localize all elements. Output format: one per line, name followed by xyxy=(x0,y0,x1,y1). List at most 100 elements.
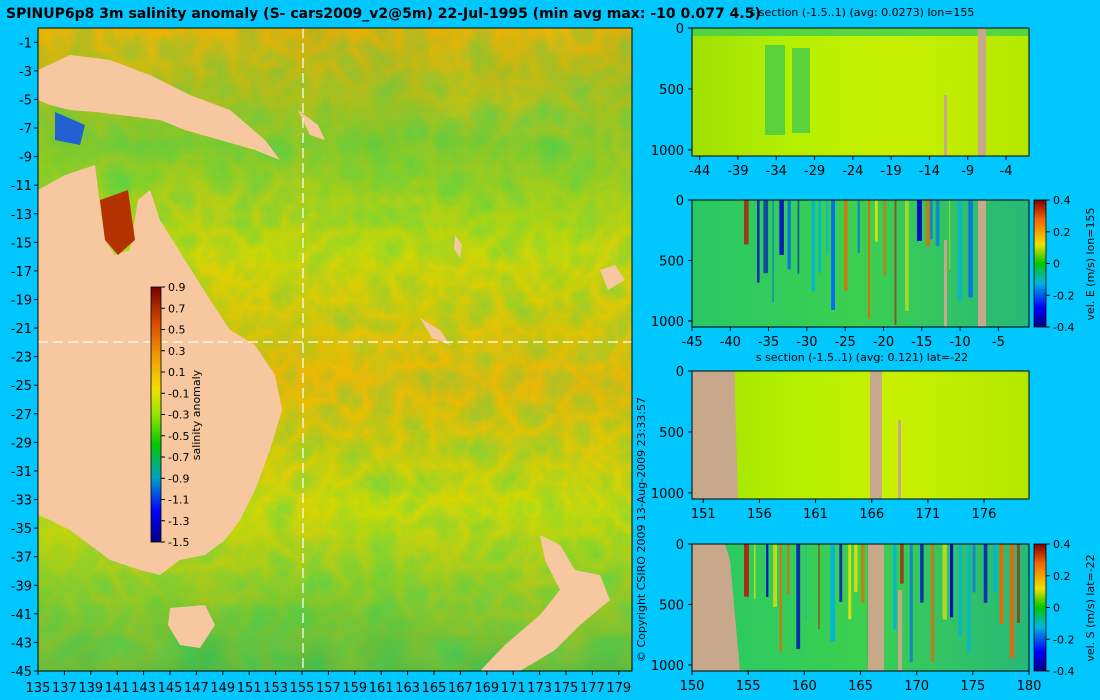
land-vanuatu xyxy=(454,235,462,258)
velocity-jet xyxy=(805,544,807,621)
map-y-tick-label: -5 xyxy=(19,93,32,108)
velocity-jet xyxy=(957,200,963,301)
panel-x-tick-label: -34 xyxy=(766,164,787,179)
panel-x-tick-label: -19 xyxy=(881,164,902,179)
land-new-zealand xyxy=(480,535,610,671)
map-y-tick-label: -19 xyxy=(11,293,32,308)
panel-x-tick-label: -45 xyxy=(681,335,702,350)
panel-4-colorbar xyxy=(1033,543,1047,672)
velocity-jet xyxy=(811,200,816,292)
panel-x-tick-label: 171 xyxy=(915,507,940,522)
map-y-tick-label: -9 xyxy=(19,151,32,166)
map-y-tick-label: -21 xyxy=(11,322,32,337)
salinity-cb-tick-label: -0.5 xyxy=(168,430,189,443)
panel-y-tick-label: 1000 xyxy=(651,487,684,502)
map-x-tick-label: 171 xyxy=(501,681,526,696)
map-y-tick-label: -23 xyxy=(11,351,32,366)
velocity-jet xyxy=(853,544,858,592)
vel-cb-tick-label: 0.2 xyxy=(1053,226,1071,239)
panel-x-tick-label: 170 xyxy=(904,679,929,694)
panel-3-seabed xyxy=(870,371,882,499)
velocity-jet xyxy=(942,544,947,620)
velocity-jet xyxy=(857,200,860,253)
salinity-map-panel: 135 137 139 141 143 145 147 149 151 153 155 157 159 1… xyxy=(11,27,633,696)
panel-4-colorbar-label: vel. S (m/s) lat=-22 xyxy=(1084,554,1097,661)
panel-y-tick-label: 0 xyxy=(676,365,684,380)
panel-4-shelf xyxy=(692,544,740,671)
velocity-jet xyxy=(779,200,784,255)
panel-2-velocity-jets xyxy=(744,200,973,325)
salinity-cb-tick-label: 0.5 xyxy=(168,324,186,337)
map-x-tick-label: 179 xyxy=(606,681,631,696)
salinity-colorbar-ticks: 0.9 0.7 0.5 0.3 0.1 -0.1 -0.3 -0.5 -0.7 -0.9 -1.1 -… xyxy=(161,281,189,549)
map-y-tick-label: -7 xyxy=(19,122,32,137)
panel-x-tick-label: -40 xyxy=(720,335,741,350)
map-y-tick-label: -41 xyxy=(11,608,32,623)
velocity-jet xyxy=(818,544,820,630)
velocity-jet xyxy=(773,544,778,607)
velocity-jet xyxy=(958,544,962,637)
map-x-tick-label: 173 xyxy=(527,681,552,696)
panel-2-seabed xyxy=(978,200,986,327)
panel-x-tick-label: 165 xyxy=(848,679,873,694)
velocity-jet xyxy=(935,200,940,246)
velocity-jet xyxy=(818,200,822,273)
panel-y-tick-label: 500 xyxy=(659,83,684,98)
land-bougainville xyxy=(298,110,325,140)
map-x-tick-label: 147 xyxy=(184,681,209,696)
land-new-guinea xyxy=(38,55,280,160)
panel-x-tick-label: -39 xyxy=(727,164,748,179)
salinity-cb-tick-label: -0.7 xyxy=(168,451,189,464)
panel-y-tick-label: 1000 xyxy=(651,315,684,330)
panel-3-seabed-narrow xyxy=(898,420,901,499)
velocity-jet xyxy=(763,200,769,274)
panel-y-tick-label: 1000 xyxy=(651,144,684,159)
salinity-cb-tick-label: 0.7 xyxy=(168,302,186,315)
map-frame xyxy=(37,27,633,672)
vel-cb-tick-label: -0.2 xyxy=(1053,633,1074,646)
velocity-jet xyxy=(744,544,749,597)
map-y-tick-label: -17 xyxy=(11,265,32,280)
vel-cb-tick-label: 0.2 xyxy=(1053,570,1071,583)
map-x-tick-label: 141 xyxy=(105,681,130,696)
panel-x-tick-label: 166 xyxy=(859,507,884,522)
panel-y-tick-label: 0 xyxy=(676,22,684,37)
salinity-cb-tick-label: -1.3 xyxy=(168,515,189,528)
copyright-text: © Copyright CSIRO 2009 13-Aug-2009 23:33… xyxy=(635,397,648,662)
panel-y-tick-label: 0 xyxy=(676,194,684,209)
map-x-tick-label: 155 xyxy=(290,681,315,696)
land-new-caledonia xyxy=(420,318,450,345)
salinity-cb-tick-label: 0.3 xyxy=(168,345,186,358)
panel-2-seabed-narrow xyxy=(944,240,947,327)
map-x-tick-label: 157 xyxy=(316,681,341,696)
map-y-tick-label: -37 xyxy=(11,551,32,566)
salinity-cb-tick-label: -1.1 xyxy=(168,494,189,507)
velocity-jet xyxy=(831,200,835,310)
salinity-colorbar-label: salinity anomaly xyxy=(190,369,203,460)
panel-3-frame xyxy=(691,370,1030,500)
panel-x-tick-label: -10 xyxy=(949,335,970,350)
vel-cb-tick-label: 0.4 xyxy=(1053,538,1071,551)
velocity-jet xyxy=(909,544,913,663)
panel-x-tick-label: -24 xyxy=(842,164,863,179)
velocity-jet xyxy=(875,200,878,242)
panel-3-title: s section (-1.5..1) (avg: 0.121) lat=-22 xyxy=(756,351,968,364)
velocity-jet xyxy=(999,544,1004,624)
map-y-axis: -1 -3 -5 -7 -9 -11 -13 -15 -17 -19 -21 -23 -25 -27 -29… xyxy=(11,36,38,680)
velocity-jet xyxy=(983,544,988,603)
panel-1-seabed xyxy=(978,28,986,156)
velocity-jet xyxy=(786,544,790,595)
velocity-jet xyxy=(754,544,756,600)
panel-y-tick-label: 500 xyxy=(659,598,684,613)
velocity-jet xyxy=(757,200,760,283)
velocity-jet xyxy=(968,200,973,298)
map-y-tick-label: -3 xyxy=(19,65,32,80)
map-x-tick-label: 163 xyxy=(395,681,420,696)
panel-x-tick-label: -5 xyxy=(992,335,1005,350)
velocity-jet xyxy=(766,544,769,597)
panel-1-fresh-column-b xyxy=(792,48,810,133)
vel-cb-tick-label: -0.2 xyxy=(1053,289,1074,302)
gulf-salty-anomaly xyxy=(100,190,135,255)
map-x-tick-label: 145 xyxy=(158,681,183,696)
velocity-jet xyxy=(826,200,829,255)
